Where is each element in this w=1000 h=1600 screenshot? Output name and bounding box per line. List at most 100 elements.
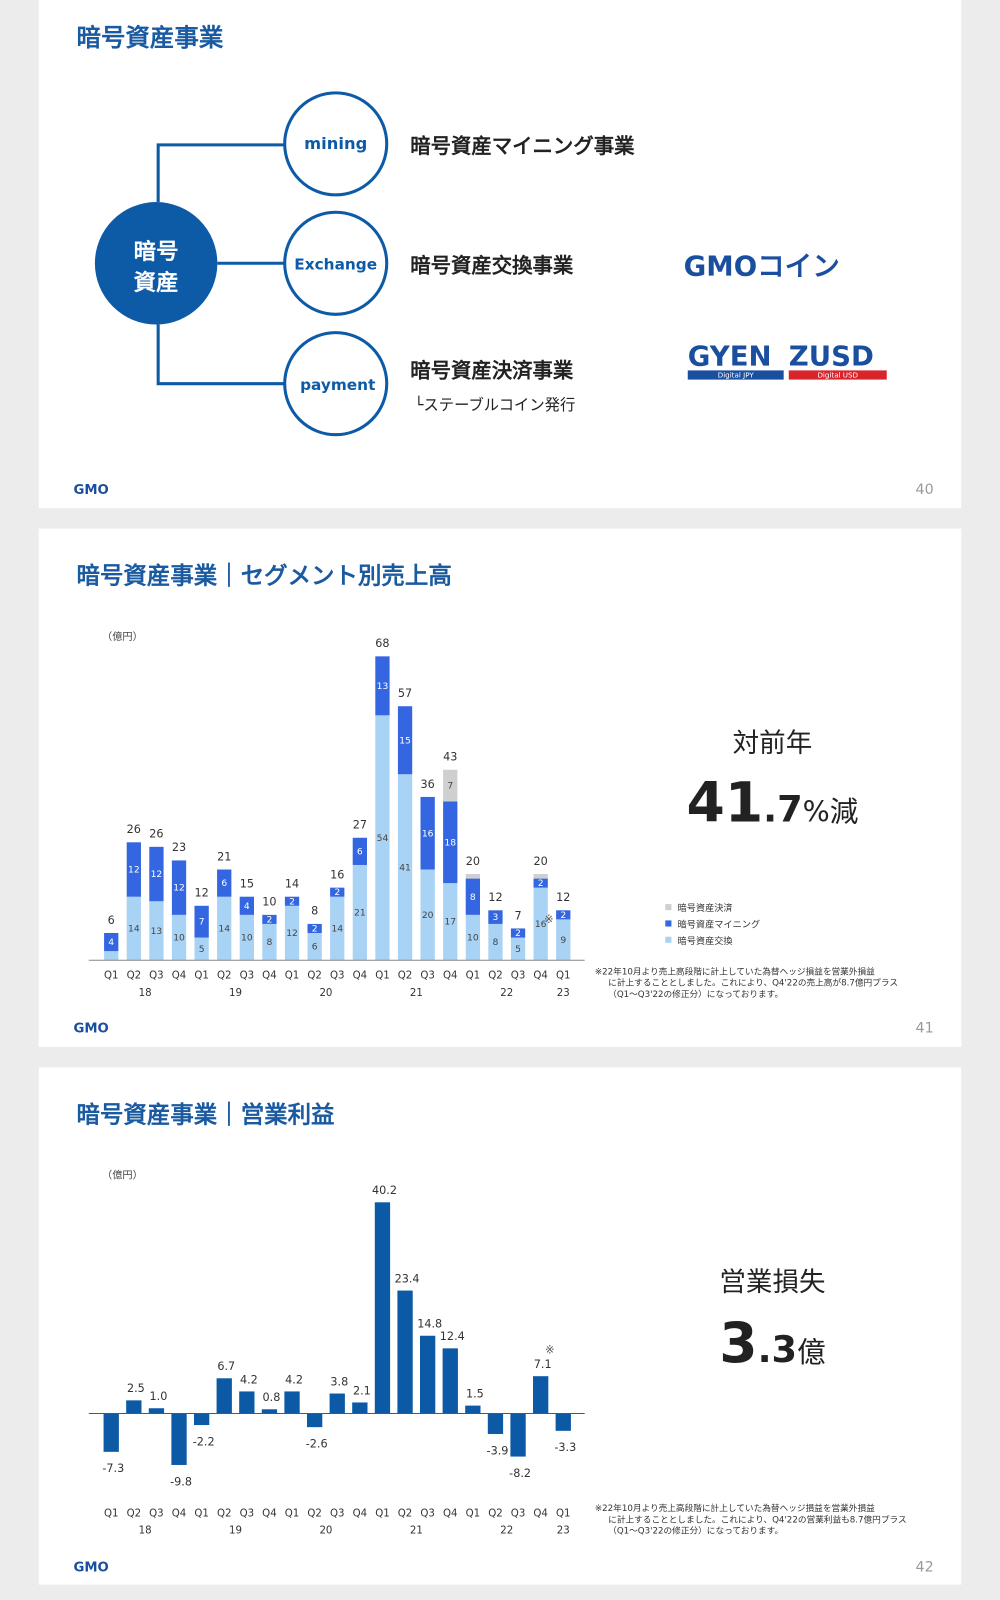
value-label: 40.2 <box>372 1184 397 1197</box>
total-label: 15 <box>240 878 254 891</box>
x-tick-label: Q1 <box>285 971 300 982</box>
value-label: 4.2 <box>285 1373 303 1386</box>
legend-label: 暗号資産決済 <box>678 902 733 914</box>
bar-segment <box>104 951 119 961</box>
bar-segment <box>352 864 367 961</box>
bar <box>397 1290 413 1414</box>
value-label: 7.1 <box>534 1358 552 1371</box>
segment-label: 2 <box>312 924 318 935</box>
callout-value: 41.7%減 <box>687 770 859 834</box>
x-tick-label: Q4 <box>353 1508 368 1519</box>
legend-swatch <box>665 920 672 927</box>
value-label: -8.2 <box>509 1467 531 1480</box>
year-label: 20 <box>319 988 332 999</box>
total-label: 7 <box>514 909 521 922</box>
bar-segment <box>465 914 480 961</box>
callout-part: %減 <box>803 794 859 828</box>
x-tick-label: Q3 <box>511 971 526 982</box>
value-label: -3.3 <box>554 1441 576 1454</box>
bar-segment <box>397 774 413 961</box>
callout-label: 営業損失 <box>719 1267 825 1298</box>
logo-zusd: ZUSD <box>789 340 874 372</box>
x-tick-label: Q4 <box>172 1508 187 1519</box>
x-tick-label: Q4 <box>443 1508 458 1519</box>
x-tick-label: Q4 <box>262 1508 277 1519</box>
bar-segment <box>556 919 571 961</box>
segment-label: 41 <box>399 862 411 873</box>
x-tick-label: Q2 <box>217 971 232 982</box>
bar <box>487 1413 504 1434</box>
total-label: 26 <box>127 823 141 836</box>
total-label: 20 <box>534 855 548 868</box>
segment-label: 5 <box>515 944 521 955</box>
bar-segment <box>420 796 435 870</box>
x-tick-label: Q3 <box>330 1508 345 1519</box>
segment-label: 10 <box>241 933 253 944</box>
bar-segment <box>488 910 503 924</box>
segment-label: 4 <box>244 901 250 912</box>
year-label: 21 <box>410 988 423 999</box>
total-label: 21 <box>217 850 231 863</box>
annotation: ※ <box>544 913 553 926</box>
bar-segment <box>510 937 526 961</box>
branch-circle <box>283 91 389 197</box>
hub-circle <box>94 202 218 325</box>
slide-title: 暗号資産事業｜セグメント別売上高 <box>77 562 452 590</box>
legend-label: 暗号資産マイニング <box>678 919 761 931</box>
x-tick-label: Q1 <box>194 971 209 982</box>
bar-segment <box>533 887 548 961</box>
callout-label: 対前年 <box>733 728 813 759</box>
x-tick-label: Q1 <box>556 971 571 982</box>
branch-label: Exchange <box>294 255 377 273</box>
value-label: 3.8 <box>330 1375 348 1388</box>
x-tick-label: Q2 <box>488 1508 503 1519</box>
year-label: 19 <box>229 988 242 999</box>
segment-label: 13 <box>151 926 163 937</box>
x-tick-label: Q2 <box>398 971 413 982</box>
value-label: 1.0 <box>150 1390 168 1403</box>
total-label: 27 <box>353 819 367 832</box>
x-tick-label: Q1 <box>556 1508 571 1519</box>
x-tick-label: Q2 <box>398 1508 413 1519</box>
value-label: -2.6 <box>306 1438 328 1451</box>
segment-label: 6 <box>357 846 363 857</box>
x-tick-label: Q2 <box>217 1508 232 1519</box>
segment-label: 14 <box>128 924 140 935</box>
segment-label: 8 <box>267 937 273 948</box>
segment-label: 6 <box>312 942 318 953</box>
segment-label: 2 <box>515 928 521 939</box>
footer-logo: GMO <box>73 483 108 498</box>
note: ※22年10月より売上高段階に計上していた為替ヘッジ損益を営業外損益 <box>595 965 875 977</box>
connector <box>156 143 286 386</box>
bar-segment <box>556 910 571 920</box>
bar <box>148 1408 165 1414</box>
x-tick-label: Q4 <box>533 1508 548 1519</box>
bar-segment <box>465 878 480 915</box>
bar-segment <box>126 896 141 961</box>
bar-segment <box>443 769 458 802</box>
branch-name: 暗号資産マイニング事業 <box>410 134 635 158</box>
branch-sub: └ステーブルコイン発行 <box>414 395 575 414</box>
segment-label: 2 <box>289 896 295 907</box>
bar <box>126 1400 142 1414</box>
x-tick-label: Q2 <box>307 1508 322 1519</box>
bar-segment <box>194 937 209 961</box>
segment-label: 17 <box>444 917 456 928</box>
x-tick-label: Q3 <box>511 1508 526 1519</box>
x-tick-label: Q1 <box>194 1508 209 1519</box>
bar <box>420 1335 436 1414</box>
bar-segment <box>510 928 526 938</box>
total-label: 6 <box>108 914 115 927</box>
segment-label: 16 <box>535 919 547 930</box>
x-tick-label: Q3 <box>420 1508 435 1519</box>
branch-label: mining <box>304 134 367 153</box>
value-label: -9.8 <box>170 1475 192 1488</box>
bar <box>103 1413 119 1452</box>
year-label: 21 <box>410 1526 423 1537</box>
bar-segment <box>420 869 435 961</box>
unit-label: （億円） <box>102 630 143 643</box>
segment-label: 2 <box>267 914 273 925</box>
logo-gyen: GYEN <box>688 340 772 372</box>
callout-part: 41 <box>687 770 764 834</box>
bar-segment <box>149 846 164 902</box>
